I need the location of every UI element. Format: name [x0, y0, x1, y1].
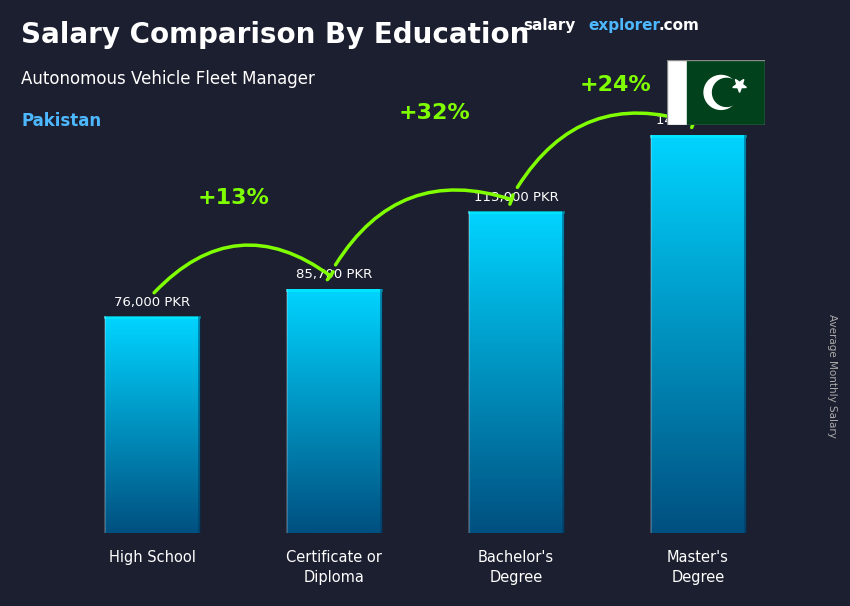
Polygon shape — [712, 78, 740, 107]
Polygon shape — [704, 76, 738, 109]
Text: 76,000 PKR: 76,000 PKR — [114, 296, 190, 309]
Text: 85,700 PKR: 85,700 PKR — [296, 268, 372, 281]
Bar — [687, 60, 765, 125]
Text: Pakistan: Pakistan — [21, 112, 101, 130]
Text: 140,000 PKR: 140,000 PKR — [655, 114, 740, 127]
Text: +32%: +32% — [398, 103, 470, 123]
Text: salary: salary — [523, 18, 575, 33]
Text: explorer: explorer — [588, 18, 660, 33]
Text: Average Monthly Salary: Average Monthly Salary — [827, 314, 837, 438]
Text: .com: .com — [659, 18, 700, 33]
Text: 113,000 PKR: 113,000 PKR — [473, 191, 558, 204]
Text: +13%: +13% — [198, 188, 270, 208]
Text: Salary Comparison By Education: Salary Comparison By Education — [21, 21, 530, 49]
Text: Autonomous Vehicle Fleet Manager: Autonomous Vehicle Fleet Manager — [21, 70, 315, 88]
Bar — [667, 60, 687, 125]
Polygon shape — [733, 79, 746, 92]
Text: +24%: +24% — [580, 75, 652, 95]
